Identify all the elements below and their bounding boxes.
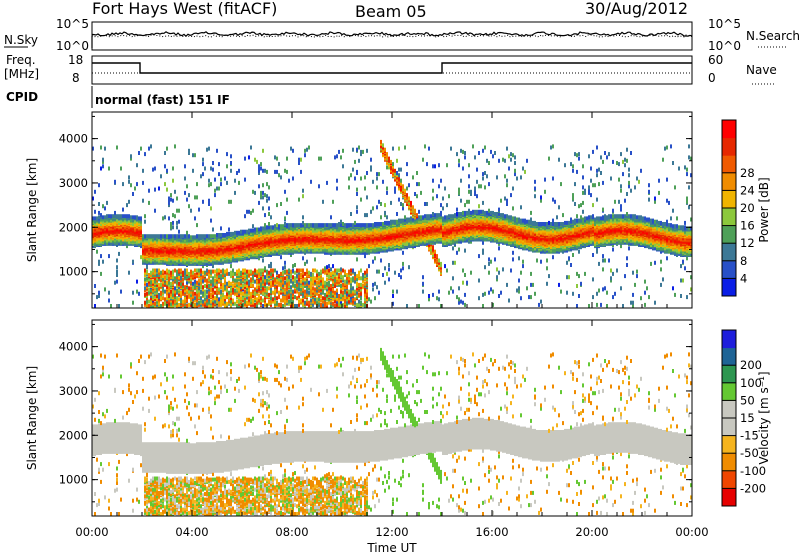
- power-heatmap-cells: [92, 140, 692, 308]
- power-panel: 1000 2000 3000 4000 Slant Range [km] 4 8 12 16…: [25, 112, 771, 308]
- nsky-label: N.Sky: [4, 33, 38, 47]
- y-tick-label: 3000: [59, 176, 88, 190]
- colorbar-swatch: [722, 155, 736, 173]
- power-colorbar-label: Power [dB]: [757, 177, 771, 242]
- colorbar-swatch: [722, 261, 736, 279]
- colorbar-swatch: [722, 418, 736, 436]
- date-label: 30/Aug/2012: [585, 0, 688, 18]
- cpid-text: normal (fast) 151 IF: [95, 93, 230, 107]
- y-tick-label: 1000: [59, 473, 88, 487]
- colorbar-swatch: [722, 208, 736, 226]
- freq-label: Freq.: [6, 53, 36, 67]
- frequency-line: [92, 63, 692, 73]
- nave-tick-low: 0: [708, 71, 716, 85]
- station-title: Fort Hays West (fitACF): [92, 0, 277, 18]
- colorbar-tick-label: -200: [740, 481, 766, 495]
- nave-tick-high: 60: [708, 53, 723, 67]
- freq-unit-label: [MHz]: [4, 67, 39, 81]
- x-tick-label: 08:00: [275, 525, 308, 539]
- colorbar-swatch: [722, 453, 736, 471]
- frequency-panel: Freq. [MHz] 18 8 60 0 Nave CPID normal (…: [4, 53, 777, 108]
- colorbar-tick-label: -15: [740, 429, 759, 443]
- velocity-heatmap-cells: [92, 348, 692, 516]
- nsearch-label: N.Search: [746, 29, 800, 43]
- freq-tick-low: 8: [72, 71, 80, 85]
- power-colorbar: 4 8 12 16 20 24 28: [722, 120, 755, 297]
- colorbar-tick-label: 200: [740, 358, 762, 372]
- colorbar-tick-label: 50: [740, 393, 755, 407]
- x-tick-label: 00:00: [75, 525, 108, 539]
- beam-label: Beam 05: [355, 2, 427, 21]
- colorbar-tick-label: -50: [740, 446, 759, 460]
- noise-tick-low-left: 10^0: [56, 39, 89, 53]
- y-tick-label: 2000: [59, 428, 88, 442]
- colorbar-swatch: [722, 471, 736, 489]
- cpid-label: CPID: [6, 90, 38, 104]
- colorbar-tick-label: -100: [740, 464, 766, 478]
- noise-sky-line: [92, 32, 692, 48]
- colorbar-swatch: [722, 243, 736, 261]
- colorbar-swatch: [722, 190, 736, 208]
- y-tick-label: 4000: [59, 340, 88, 354]
- colorbar-swatch: [722, 400, 736, 418]
- noise-tick-low-right: 10^0: [708, 39, 741, 53]
- y-tick-label: 3000: [59, 384, 88, 398]
- velocity-xlabel: Time UT: [366, 541, 417, 554]
- y-tick-label: 1000: [59, 265, 88, 279]
- freq-tick-high: 18: [68, 53, 83, 67]
- colorbar-tick-label: 16: [740, 219, 755, 233]
- colorbar-swatch: [722, 488, 736, 506]
- x-tick-label: 12:00: [375, 525, 408, 539]
- colorbar-swatch: [722, 383, 736, 401]
- velocity-ylabel: Slant Range [km]: [25, 366, 39, 470]
- x-tick-label: 20:00: [575, 525, 608, 539]
- velocity-colorbar-label: Velocity [m s⁻¹]: [757, 371, 771, 464]
- colorbar-swatch: [722, 138, 736, 156]
- colorbar-swatch: [722, 330, 736, 348]
- colorbar-swatch: [722, 365, 736, 383]
- nave-label: Nave: [746, 63, 777, 77]
- colorbar-tick-label: 4: [740, 271, 747, 285]
- colorbar-tick-label: 24: [740, 183, 755, 197]
- y-tick-label: 2000: [59, 220, 88, 234]
- colorbar-tick-label: 8: [740, 254, 747, 268]
- noise-panel: N.Sky 10^5 10^0 10^5 10^0 N.Search: [4, 17, 800, 53]
- y-tick-label: 4000: [59, 132, 88, 146]
- colorbar-tick-label: 12: [740, 236, 755, 250]
- colorbar-swatch: [722, 278, 736, 296]
- colorbar-tick-label: 15: [740, 411, 755, 425]
- colorbar-tick-label: 20: [740, 201, 755, 215]
- x-tick-label: 04:00: [175, 525, 208, 539]
- noise-tick-high-right: 10^5: [708, 17, 741, 31]
- colorbar-swatch: [722, 173, 736, 191]
- power-ylabel: Slant Range [km]: [25, 158, 39, 262]
- colorbar-swatch: [722, 120, 736, 138]
- x-tick-label: 00:00: [675, 525, 708, 539]
- noise-tick-high-left: 10^5: [56, 17, 89, 31]
- x-tick-label: 16:00: [475, 525, 508, 539]
- colorbar-swatch: [722, 348, 736, 366]
- colorbar-tick-label: 28: [740, 166, 755, 180]
- colorbar-swatch: [722, 436, 736, 454]
- colorbar-swatch: [722, 226, 736, 244]
